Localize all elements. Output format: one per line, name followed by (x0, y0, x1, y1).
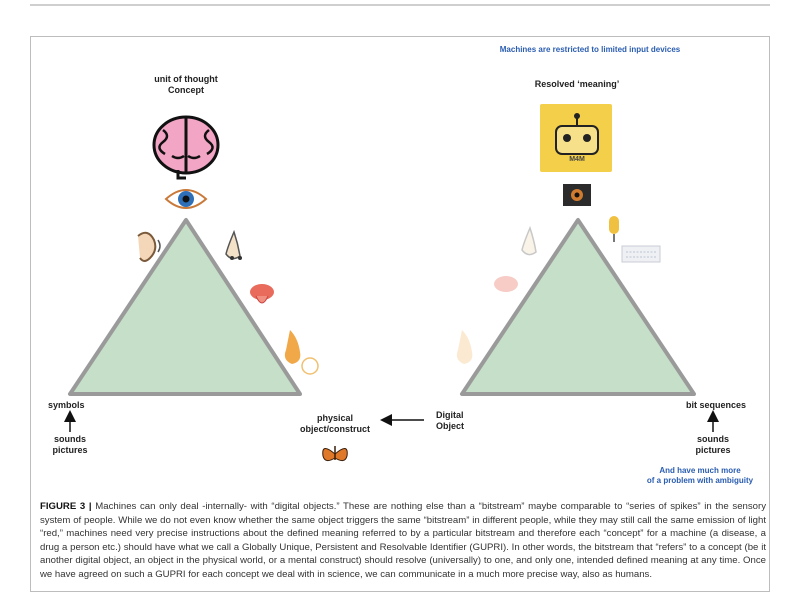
figure-caption: FIGURE 3 | Machines can only deal -inter… (40, 500, 766, 581)
resolved-meaning-heading: Resolved ‘meaning’ (534, 79, 620, 89)
left-inputs-pictures: pictures (52, 445, 88, 455)
hand-icon (284, 330, 319, 375)
heading-line-2: Concept (168, 85, 204, 95)
note-line-1: And have much more (659, 466, 741, 475)
right-inputs-pictures: pictures (695, 445, 731, 455)
physical-object-label: physical object/construct (290, 413, 380, 435)
ear-icon (137, 231, 161, 262)
top-rule (30, 4, 770, 6)
physical-line-1: physical (316, 413, 354, 423)
right-inputs-sounds: sounds (696, 434, 729, 444)
right-triangle (460, 218, 696, 396)
nose-icon-faded (521, 225, 537, 256)
hand-icon-faded (456, 330, 473, 364)
microphone-icon (609, 216, 619, 242)
nose-icon (225, 229, 242, 260)
caption-text: Machines can only deal -internally- with… (40, 501, 766, 580)
butterfly-icon (322, 446, 348, 462)
physical-line-2: object/construct (299, 424, 370, 434)
right-inputs: sounds pictures (683, 434, 743, 456)
left-inputs-sounds: sounds (53, 434, 86, 444)
note-line-2: of a problem with ambiguity (646, 476, 754, 485)
ambiguity-note: And have much more of a problem with amb… (630, 466, 770, 486)
digital-object-label: Digital Object (436, 410, 464, 432)
bit-sequences-label: bit sequences (686, 400, 747, 410)
machines-banner: Machines are restricted to limited input… (499, 45, 681, 54)
brain-icon (152, 115, 220, 180)
left-triangle (68, 218, 302, 396)
digital-line-2: Object (436, 421, 465, 431)
tongue-icon (250, 284, 274, 304)
digital-line-1: Digital (436, 410, 464, 420)
concept-heading: unit of thought Concept (136, 74, 236, 96)
robot-label: M4M (569, 156, 585, 163)
tongue-icon-faded (494, 276, 518, 292)
eye-icon (164, 189, 208, 209)
left-inputs: sounds pictures (40, 434, 100, 456)
heading-line-1: unit of thought (154, 74, 218, 84)
keyboard-icon (621, 245, 661, 263)
symbols-label: symbols (48, 400, 85, 410)
robot-icon (540, 104, 612, 172)
camera-icon (563, 184, 591, 206)
figure-frame (30, 36, 770, 592)
caption-label: FIGURE 3 | (40, 501, 92, 512)
